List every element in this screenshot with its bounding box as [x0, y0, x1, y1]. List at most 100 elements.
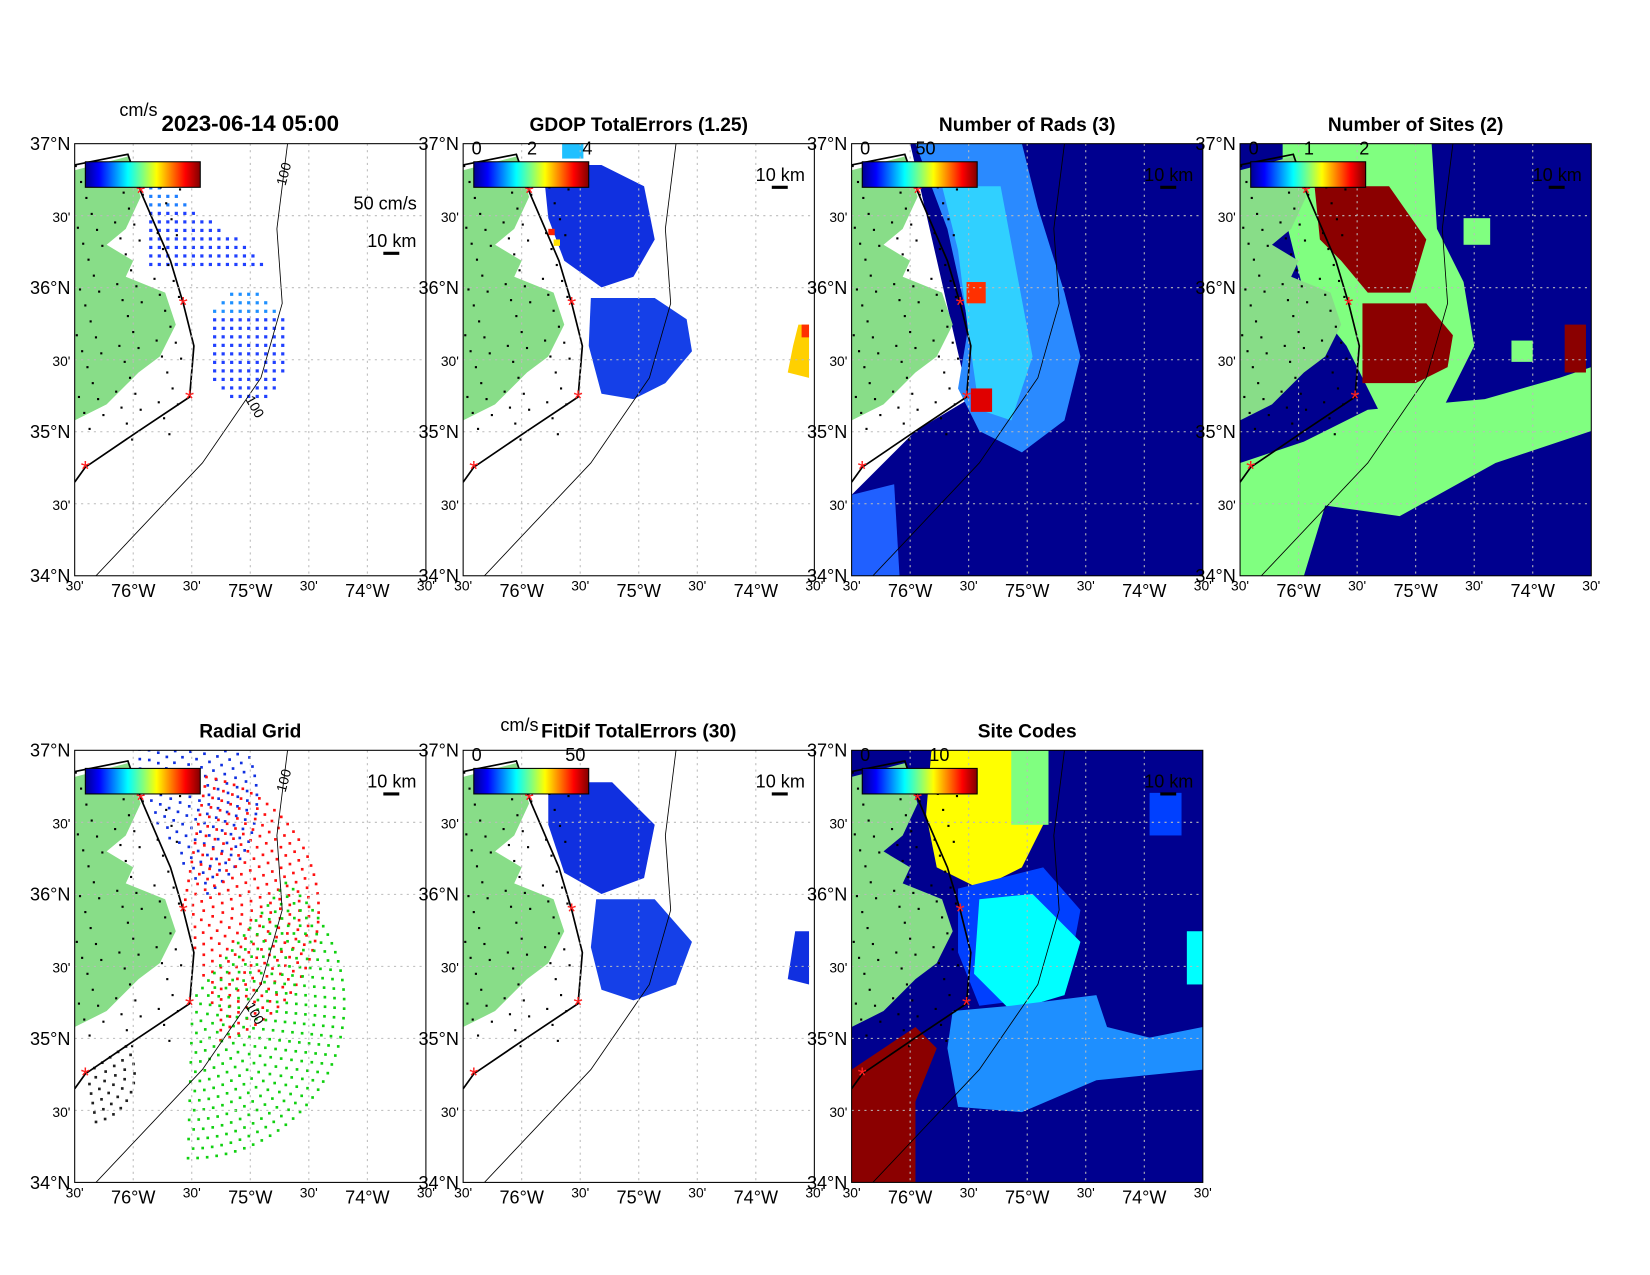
grid-point — [187, 845, 191, 849]
island-dot — [860, 411, 863, 415]
grid-point — [206, 1117, 210, 1120]
grid-point — [339, 969, 342, 972]
field-cell — [200, 254, 204, 258]
island-dot — [91, 382, 94, 385]
grid-point — [240, 913, 244, 916]
grid-point — [279, 1074, 283, 1078]
grid-point — [193, 925, 197, 929]
grid-point — [221, 911, 225, 914]
island-dot — [1244, 288, 1247, 291]
frame — [462, 143, 815, 577]
grid-point — [244, 963, 247, 966]
grid-point — [252, 979, 256, 983]
grid-point — [262, 939, 266, 943]
island-dot — [158, 293, 161, 296]
grid-point — [215, 1134, 219, 1138]
grid-point — [294, 880, 298, 884]
grid-point — [305, 934, 308, 937]
grid-point — [315, 932, 319, 936]
grid-point — [269, 1055, 273, 1059]
grid-point — [259, 971, 263, 975]
island-dot — [120, 1013, 123, 1016]
grid-point — [206, 994, 210, 997]
grid-point — [257, 969, 261, 973]
grid-point — [212, 1045, 216, 1048]
grid-point — [203, 888, 207, 892]
grid-point — [242, 934, 246, 937]
grid-point — [207, 1097, 211, 1101]
grid-point — [187, 1118, 191, 1122]
island-dot — [140, 301, 143, 304]
island-dot — [952, 840, 955, 843]
grid-point — [297, 838, 301, 841]
field-cell — [247, 318, 251, 322]
island-dot — [1333, 433, 1336, 436]
grid-point — [272, 896, 276, 900]
grid-point — [261, 925, 265, 929]
field-cell — [264, 386, 268, 390]
field-cell — [264, 394, 268, 399]
island-dot — [941, 916, 944, 919]
field-cell — [174, 194, 178, 198]
field-cell — [191, 228, 195, 233]
grid-point — [245, 1068, 249, 1072]
grid-point — [297, 1041, 301, 1044]
grid-point — [204, 834, 208, 838]
grid-point — [218, 954, 222, 958]
island-dot — [1303, 239, 1307, 242]
island-dot — [547, 293, 550, 296]
grid-point — [208, 867, 211, 871]
grid-point — [303, 877, 307, 880]
grid-point — [229, 832, 233, 836]
field-cell — [174, 203, 178, 207]
field-cell — [238, 343, 242, 347]
field-cell — [157, 254, 161, 258]
grid-point — [213, 971, 216, 975]
field-cell — [281, 352, 285, 356]
island-dot — [168, 433, 171, 436]
island-dot — [98, 897, 101, 900]
grid-point — [259, 982, 262, 985]
island-dot — [164, 309, 167, 312]
grid-point — [305, 957, 309, 961]
grid-point — [336, 1045, 340, 1048]
grid-point — [213, 886, 217, 889]
grid-point — [192, 694, 195, 697]
grid-point — [183, 898, 187, 902]
field-cell — [166, 237, 170, 241]
island-dot — [912, 285, 915, 288]
grid-point — [231, 978, 234, 982]
grid-point — [313, 994, 317, 998]
island-dot — [513, 859, 516, 863]
island-dot — [953, 403, 956, 406]
island-dot — [177, 902, 181, 905]
grid-point — [310, 1032, 314, 1036]
x-tick-label: 30' — [454, 578, 472, 594]
grid-point — [136, 681, 139, 684]
grid-point — [253, 1000, 256, 1004]
grid-point — [254, 919, 258, 922]
site-marker: * — [469, 1062, 478, 1088]
island-dot — [1258, 274, 1261, 277]
grid-point — [189, 750, 192, 754]
grid-point — [261, 1027, 265, 1031]
grid-point — [220, 763, 223, 767]
site-marker: * — [469, 456, 478, 482]
grid-point — [261, 823, 264, 827]
grid-point — [219, 978, 223, 982]
island-dot — [78, 288, 82, 291]
grid-point — [156, 702, 159, 705]
island-dot — [559, 387, 563, 390]
island-dot — [557, 325, 560, 328]
island-dot — [463, 771, 466, 774]
island-dot — [141, 800, 144, 803]
grid-point — [302, 846, 305, 850]
field-cell — [174, 228, 178, 233]
island-dot — [903, 315, 906, 318]
island-dot — [512, 360, 515, 363]
x-tick-label: 30' — [1194, 578, 1212, 594]
field-cell — [1186, 931, 1203, 985]
colorbar — [1250, 161, 1367, 188]
island-dot — [861, 911, 864, 914]
island-dot — [567, 188, 570, 191]
